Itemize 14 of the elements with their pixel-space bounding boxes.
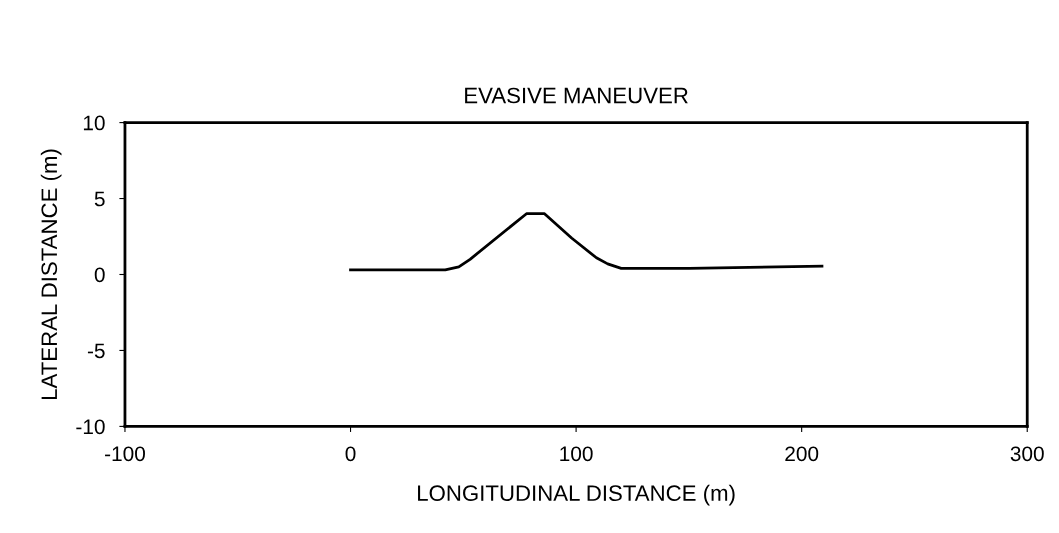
x-tick-label: 100	[560, 446, 593, 462]
x-tick-label: -100	[105, 446, 145, 462]
x-tick-label: 0	[345, 446, 356, 462]
x-tick-label: 200	[785, 446, 819, 462]
x-axis-title: LONGITUDINAL DISTANCE (m)	[418, 484, 735, 506]
y-tick-label: -5	[87, 343, 105, 359]
y-tick-label: -10	[76, 419, 105, 435]
chart-title: EVASIVE MANEUVER	[465, 87, 688, 104]
y-tick-label: 10	[83, 115, 105, 131]
y-tick-label: 0	[94, 267, 105, 283]
y-tick-label: 5	[94, 191, 105, 207]
y-axis-title: LATERAL DISTANCE (m)	[40, 149, 62, 400]
line-series	[349, 212, 824, 272]
x-tick-label: 300	[1010, 446, 1044, 462]
